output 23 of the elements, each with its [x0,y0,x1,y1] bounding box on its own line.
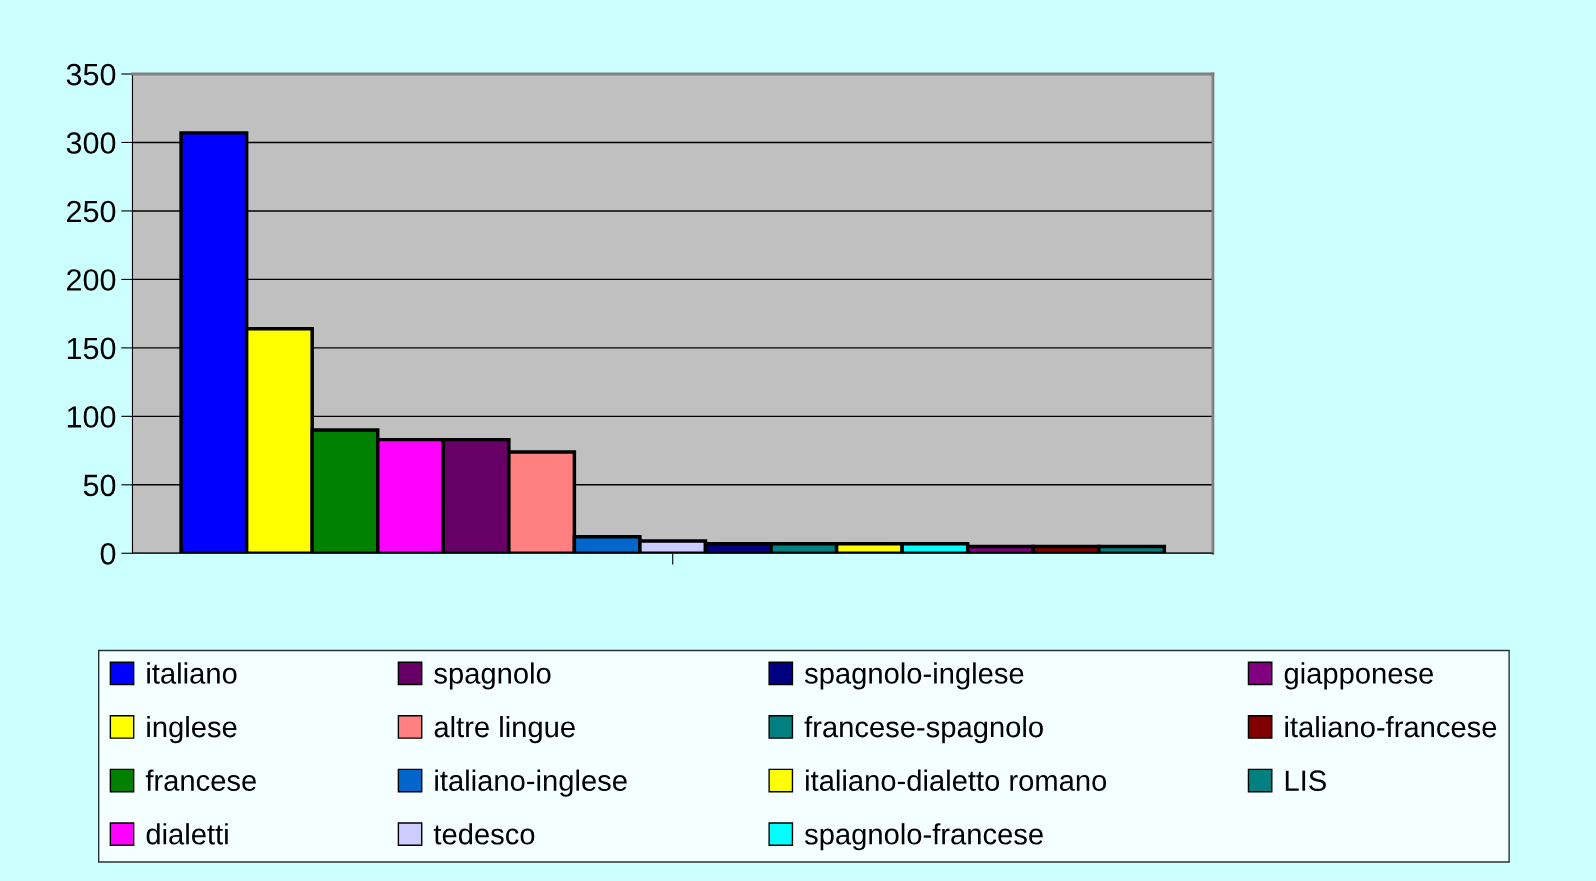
y-tick-label: 300 [66,132,116,154]
legend-label: italiano [147,662,237,684]
legend-label: tedesco [433,823,535,845]
legend-label: spagnolo [434,662,551,690]
y-tick-label: 200 [67,269,116,291]
y-tick-label: 100 [67,406,116,428]
legend-label: altre lingue [434,715,575,744]
y-tick-label: 150 [67,337,116,360]
y-tick-label: 0 [100,543,116,565]
legend-label: inglese [147,715,237,744]
legend-label: italiano-dialetto romano [806,769,1107,791]
legend-label: francese-spagnolo [804,715,1043,744]
legend-label: francese [145,769,256,791]
legend-label: dialetti [146,823,228,845]
legend-label: italiano-francese [1285,715,1497,738]
y-tick-label: 50 [83,474,116,497]
legend-label: giapponese [1284,662,1433,690]
legend-label: spagnolo-inglese [804,662,1024,690]
y-tick-label: 350 [66,63,116,86]
y-tick-label: 250 [67,200,116,223]
legend-label: LIS [1285,770,1326,791]
legend-label: spagnolo-francese [804,823,1043,851]
legend-label: italiano-inglese [435,769,627,797]
